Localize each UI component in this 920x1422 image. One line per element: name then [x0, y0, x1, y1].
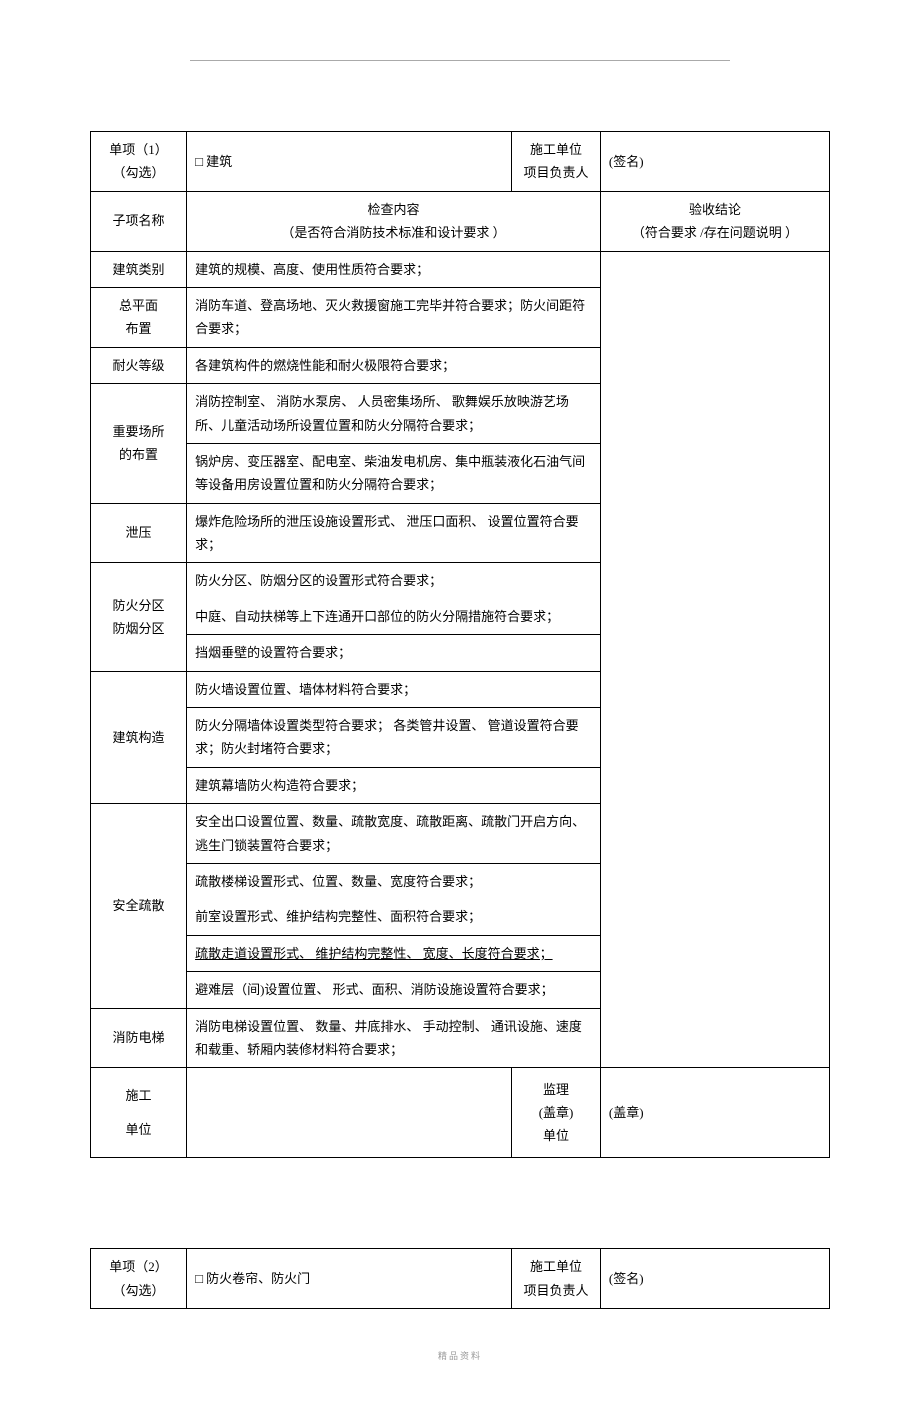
shigong-line: 单位: [99, 1118, 178, 1141]
jianli-line: 监理: [520, 1078, 592, 1101]
row-content: 安全出口设置位置、数量、疏散宽度、疏散距离、疏散门开启方向、逃生门锁装置符合要求…: [187, 804, 601, 864]
item-sub: （勾选）: [99, 1279, 178, 1302]
unit-label-2: 项目负责人: [520, 1279, 592, 1302]
table-row: 单项（2） （勾选） □ 防火卷帘、防火门 施工单位 项目负责人 (签名): [91, 1249, 830, 1309]
row-name: 建筑构造: [91, 671, 187, 804]
item-label-cell: 单项（1） （勾选）: [91, 132, 187, 192]
table-row: 单项（1） （勾选） □ 建筑 施工单位 项目负责人 (签名): [91, 132, 830, 192]
shigong-cell: 施工 单位: [91, 1068, 187, 1158]
unit-label-cell: 施工单位 项目负责人: [512, 1249, 601, 1309]
inspection-table-1: 单项（1） （勾选） □ 建筑 施工单位 项目负责人 (签名) 子项名称 检查内…: [90, 131, 830, 1158]
row-name: 泄压: [91, 503, 187, 563]
table-row: 子项名称 检查内容 （是否符合消防技术标准和设计要求 ） 验收结论 （符合要求 …: [91, 191, 830, 251]
item-label: 单项（2）: [99, 1255, 178, 1278]
row-content: 消防控制室、 消防水泵房、 人员密集场所、 歌舞娱乐放映游艺场所、儿童活动场所设…: [187, 384, 601, 444]
row-subcontent: 前室设置形式、维护结构完整性、面积符合要求；: [187, 899, 600, 934]
jianli-stamp-area[interactable]: (盖章): [600, 1068, 829, 1158]
row-name: 总平面 布置: [91, 287, 187, 347]
signature-cell[interactable]: (签名): [600, 132, 829, 192]
row-name-line: 布置: [99, 317, 178, 340]
row-content: 防火墙设置位置、墙体材料符合要求；: [187, 671, 601, 707]
conclusion-area[interactable]: [600, 251, 829, 1068]
row-name-line: 的布置: [99, 443, 178, 466]
row-content: 避难层（间)设置位置、 形式、面积、消防设施设置符合要求；: [187, 972, 601, 1008]
row-subcontent: 防火分区、防烟分区的设置形式符合要求；: [187, 563, 600, 598]
row-content: 锅炉房、变压器室、配电室、柴油发电机房、集中瓶装液化石油气间等设备用房设置位置和…: [187, 443, 601, 503]
row-content: 各建筑构件的燃烧性能和耐火极限符合要求；: [187, 347, 601, 383]
checkbox-cell[interactable]: □ 建筑: [187, 132, 512, 192]
row-name: 安全疏散: [91, 804, 187, 1008]
jianli-line: 单位: [520, 1124, 592, 1147]
unit-label-cell: 施工单位 项目负责人: [512, 132, 601, 192]
row-content: 建筑的规模、高度、使用性质符合要求；: [187, 251, 601, 287]
unit-label-1: 施工单位: [520, 1255, 592, 1278]
footer-text: 精品资料: [90, 1349, 830, 1362]
col-conclusion: 验收结论 （符合要求 /存在问题说明 ）: [600, 191, 829, 251]
content-title: 检查内容: [195, 198, 592, 221]
conclusion-title: 验收结论: [609, 198, 821, 221]
row-subcontent: 疏散楼梯设置形式、位置、数量、宽度符合要求；: [187, 864, 600, 899]
row-content: 爆炸危险场所的泄压设施设置形式、 泄压口面积、 设置位置符合要求；: [187, 503, 601, 563]
row-content: 防火分隔墙体设置类型符合要求； 各类管井设置、 管道设置符合要求；防火封堵符合要…: [187, 708, 601, 768]
top-divider: [190, 60, 730, 61]
conclusion-sub: （符合要求 /存在问题说明 ）: [609, 221, 821, 244]
row-content: 消防电梯设置位置、 数量、井底排水、 手动控制、 通讯设施、速度和载重、轿厢内装…: [187, 1008, 601, 1068]
spacer: [90, 1158, 830, 1248]
row-name: 消防电梯: [91, 1008, 187, 1068]
row-content: 建筑幕墙防火构造符合要求；: [187, 767, 601, 803]
checkbox-cell[interactable]: □ 防火卷帘、防火门: [187, 1249, 512, 1309]
row-content: 疏散走道设置形式、 维护结构完整性、 宽度、长度符合要求；: [187, 935, 601, 971]
col-content: 检查内容 （是否符合消防技术标准和设计要求 ）: [187, 191, 601, 251]
row-name-line: 防烟分区: [99, 617, 178, 640]
row-content: 挡烟垂壁的设置符合要求；: [187, 635, 601, 671]
stamp-label: (盖章): [520, 1101, 592, 1124]
signature-cell[interactable]: (签名): [600, 1249, 829, 1309]
jianli-cell: 监理 (盖章) 单位: [512, 1068, 601, 1158]
row-name: 建筑类别: [91, 251, 187, 287]
content-sub: （是否符合消防技术标准和设计要求 ）: [195, 221, 592, 244]
item-label-cell: 单项（2） （勾选）: [91, 1249, 187, 1309]
unit-label-1: 施工单位: [520, 138, 592, 161]
item-sub: （勾选）: [99, 161, 178, 184]
unit-label-2: 项目负责人: [520, 161, 592, 184]
table-row: 施工 单位 监理 (盖章) 单位 (盖章): [91, 1068, 830, 1158]
row-name-line: 重要场所: [99, 420, 178, 443]
row-name-line: 防火分区: [99, 594, 178, 617]
row-content: 消防车道、登高场地、灭火救援窗施工完毕并符合要求；防火间距符合要求；: [187, 287, 601, 347]
row-subcontent: 中庭、自动扶梯等上下连通开口部位的防火分隔措施符合要求；: [187, 599, 600, 634]
row-content: 疏散楼梯设置形式、位置、数量、宽度符合要求； 前室设置形式、维护结构完整性、面积…: [187, 863, 601, 935]
row-name: 防火分区 防烟分区: [91, 563, 187, 671]
row-name: 重要场所 的布置: [91, 384, 187, 504]
row-name: 耐火等级: [91, 347, 187, 383]
shigong-line: 施工: [99, 1084, 178, 1107]
shigong-stamp-area[interactable]: [187, 1068, 512, 1158]
item-label: 单项（1）: [99, 138, 178, 161]
row-content: 防火分区、防烟分区的设置形式符合要求； 中庭、自动扶梯等上下连通开口部位的防火分…: [187, 563, 601, 635]
table-row: 建筑类别 建筑的规模、高度、使用性质符合要求；: [91, 251, 830, 287]
inspection-table-2: 单项（2） （勾选） □ 防火卷帘、防火门 施工单位 项目负责人 (签名): [90, 1248, 830, 1309]
col-subname: 子项名称: [91, 191, 187, 251]
row-name-line: 总平面: [99, 294, 178, 317]
